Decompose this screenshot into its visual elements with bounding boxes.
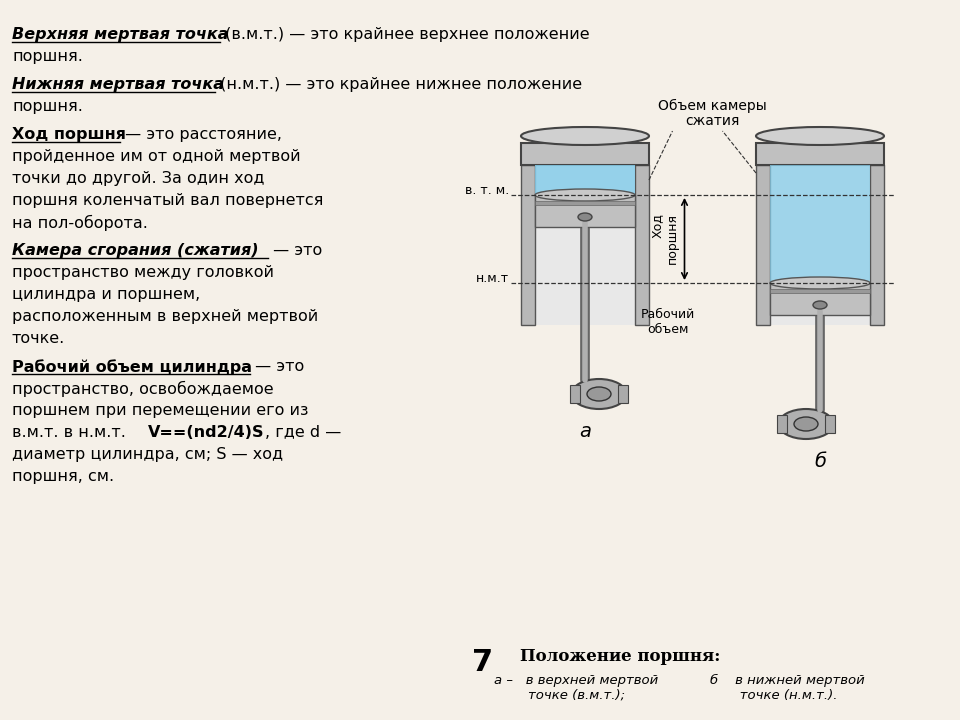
Text: V==(nd2/4)S: V==(nd2/4)S bbox=[148, 425, 265, 440]
Text: — это: — это bbox=[268, 243, 323, 258]
Text: в.м.т. в н.м.т.: в.м.т. в н.м.т. bbox=[12, 425, 131, 440]
FancyBboxPatch shape bbox=[770, 289, 870, 293]
Text: диаметр цилиндра, см; S — ход: диаметр цилиндра, см; S — ход bbox=[12, 447, 283, 462]
Text: 7: 7 bbox=[472, 648, 493, 677]
Ellipse shape bbox=[571, 379, 627, 409]
Text: сжатия: сжатия bbox=[685, 114, 740, 128]
Text: поршня коленчатый вал повернется: поршня коленчатый вал повернется bbox=[12, 193, 324, 208]
Text: б: б bbox=[814, 452, 826, 471]
Text: цилиндра и поршнем,: цилиндра и поршнем, bbox=[12, 287, 201, 302]
Text: пространство, освобождаемое: пространство, освобождаемое bbox=[12, 381, 274, 397]
FancyBboxPatch shape bbox=[535, 165, 635, 325]
Text: Нижняя мертвая точка: Нижняя мертвая точка bbox=[12, 77, 224, 92]
FancyBboxPatch shape bbox=[770, 283, 870, 315]
Text: (н.м.т.) — это крайнее нижнее положение: (н.м.т.) — это крайнее нижнее положение bbox=[215, 77, 582, 92]
Text: н.м.т: н.м.т bbox=[476, 272, 509, 286]
Text: Рабочий объем цилиндра: Рабочий объем цилиндра bbox=[12, 359, 252, 374]
Text: Объем камеры: Объем камеры bbox=[659, 99, 767, 113]
FancyBboxPatch shape bbox=[770, 165, 870, 283]
Ellipse shape bbox=[794, 417, 818, 431]
Text: расположенным в верхней мертвой: расположенным в верхней мертвой bbox=[12, 309, 319, 324]
FancyBboxPatch shape bbox=[535, 195, 635, 227]
Text: поршня, см.: поршня, см. bbox=[12, 469, 114, 484]
Text: точки до другой. За один ход: точки до другой. За один ход bbox=[12, 171, 265, 186]
FancyBboxPatch shape bbox=[825, 415, 835, 433]
FancyBboxPatch shape bbox=[521, 143, 649, 165]
Ellipse shape bbox=[756, 127, 884, 145]
Text: , где d —: , где d — bbox=[265, 425, 341, 440]
FancyBboxPatch shape bbox=[756, 143, 884, 165]
Text: Верхняя мертвая точка: Верхняя мертвая точка bbox=[12, 27, 228, 42]
FancyBboxPatch shape bbox=[870, 165, 884, 325]
Text: Положение поршня:: Положение поршня: bbox=[519, 648, 720, 665]
Text: (в.м.т.) — это крайнее верхнее положение: (в.м.т.) — это крайнее верхнее положение bbox=[220, 27, 589, 42]
Text: поршня.: поршня. bbox=[12, 49, 83, 64]
Text: пройденное им от одной мертвой: пройденное им от одной мертвой bbox=[12, 149, 300, 164]
FancyBboxPatch shape bbox=[770, 165, 870, 325]
FancyBboxPatch shape bbox=[535, 201, 635, 205]
Ellipse shape bbox=[813, 301, 827, 309]
FancyBboxPatch shape bbox=[777, 415, 787, 433]
Ellipse shape bbox=[587, 387, 611, 401]
Ellipse shape bbox=[578, 213, 592, 221]
Text: а: а bbox=[579, 422, 591, 441]
Text: точке.: точке. bbox=[12, 331, 65, 346]
FancyBboxPatch shape bbox=[521, 165, 535, 325]
Ellipse shape bbox=[770, 277, 870, 289]
Text: а –   в верхней мертвой
        точке (в.м.т.);: а – в верхней мертвой точке (в.м.т.); bbox=[494, 674, 659, 702]
FancyBboxPatch shape bbox=[618, 385, 628, 403]
Text: — это расстояние,: — это расстояние, bbox=[120, 127, 282, 142]
Text: Рабочий
объем: Рабочий объем bbox=[640, 308, 695, 336]
Text: в. т. м.: в. т. м. bbox=[465, 184, 509, 197]
FancyBboxPatch shape bbox=[570, 385, 580, 403]
Text: б    в нижней мертвой
       точке (н.м.т.).: б в нижней мертвой точке (н.м.т.). bbox=[710, 674, 865, 702]
FancyBboxPatch shape bbox=[756, 165, 770, 325]
Ellipse shape bbox=[521, 127, 649, 145]
Text: — это: — это bbox=[250, 359, 304, 374]
Text: на пол-оборота.: на пол-оборота. bbox=[12, 215, 148, 231]
Ellipse shape bbox=[535, 189, 635, 201]
Text: Ход
поршня: Ход поршня bbox=[651, 214, 679, 264]
Text: Камера сгорания (сжатия): Камера сгорания (сжатия) bbox=[12, 243, 258, 258]
Text: поршнем при перемещении его из: поршнем при перемещении его из bbox=[12, 403, 308, 418]
Text: пространство между головкой: пространство между головкой bbox=[12, 265, 274, 280]
Ellipse shape bbox=[779, 409, 833, 439]
FancyBboxPatch shape bbox=[535, 165, 635, 195]
Text: поршня.: поршня. bbox=[12, 99, 83, 114]
Text: Ход поршня: Ход поршня bbox=[12, 127, 126, 142]
FancyBboxPatch shape bbox=[635, 165, 649, 325]
